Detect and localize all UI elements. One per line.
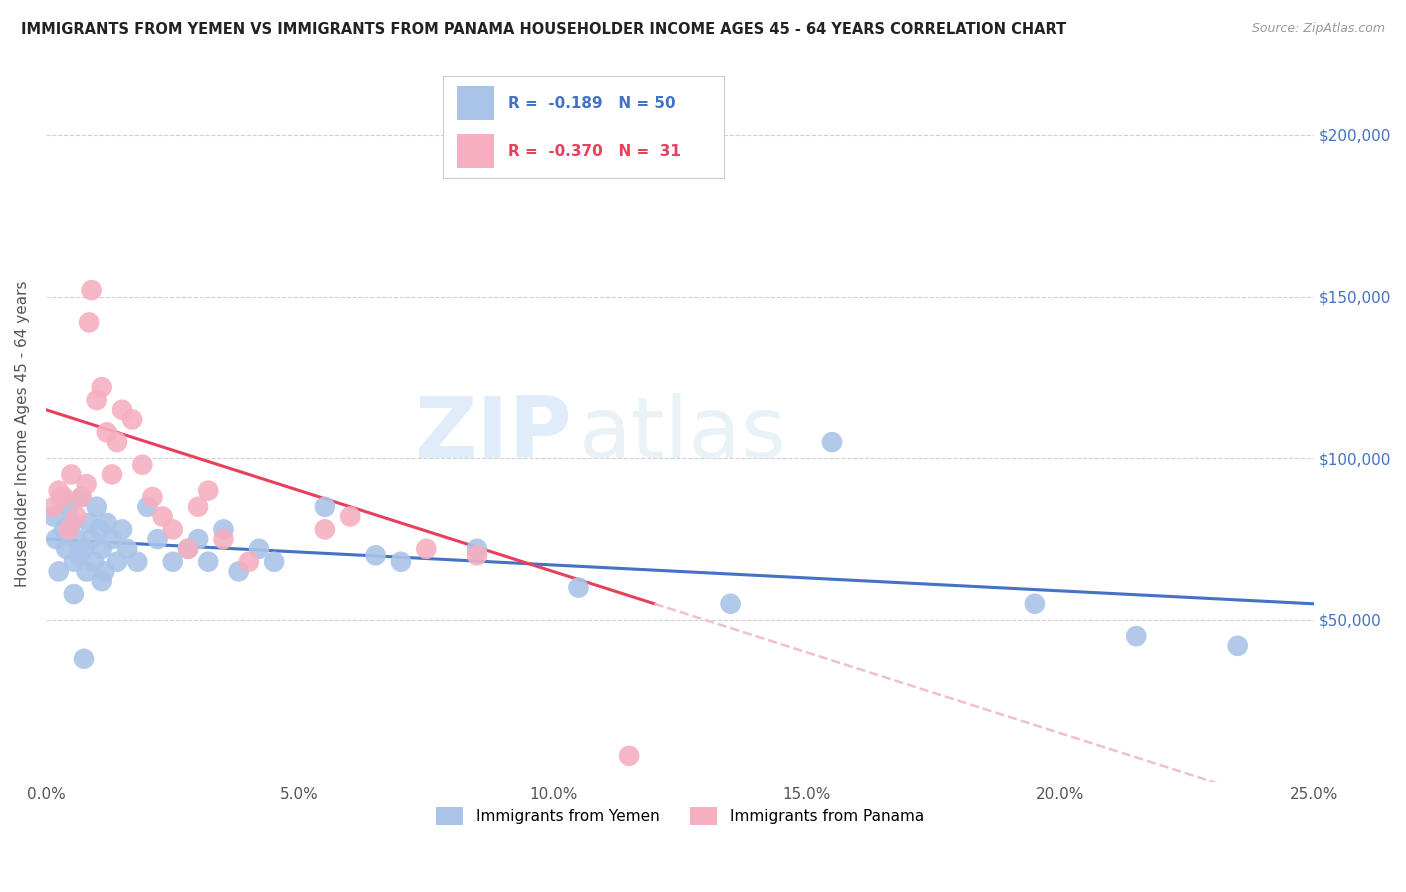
Point	[67, 549, 90, 563]
Y-axis label: Householder Income Ages 45 - 64 years: Householder Income Ages 45 - 64 years	[15, 281, 30, 587]
Point	[197, 483, 219, 498]
Point	[111, 402, 134, 417]
Point	[617, 748, 640, 763]
Point	[65, 532, 87, 546]
Point	[238, 555, 260, 569]
Point	[389, 555, 412, 569]
Point	[1024, 597, 1046, 611]
Point	[42, 500, 65, 514]
Point	[263, 555, 285, 569]
Point	[73, 652, 96, 666]
Point	[42, 509, 65, 524]
Point	[76, 477, 98, 491]
Point	[70, 490, 93, 504]
Point	[80, 532, 103, 546]
Point	[465, 541, 488, 556]
Point	[720, 597, 742, 611]
Point	[105, 435, 128, 450]
Point	[121, 412, 143, 426]
Point	[228, 565, 250, 579]
Point	[177, 541, 200, 556]
Point	[63, 587, 86, 601]
Point	[212, 523, 235, 537]
Point	[80, 283, 103, 297]
Point	[77, 516, 100, 530]
Point	[1125, 629, 1147, 643]
Text: ZIP: ZIP	[415, 392, 572, 475]
Text: atlas: atlas	[578, 392, 786, 475]
Point	[197, 555, 219, 569]
Point	[105, 555, 128, 569]
Point	[60, 467, 83, 482]
Point	[162, 555, 184, 569]
Bar	[457, 87, 494, 120]
Point	[152, 509, 174, 524]
Point	[86, 500, 108, 514]
Point	[247, 541, 270, 556]
Point	[141, 490, 163, 504]
Text: R =  -0.189   N = 50: R = -0.189 N = 50	[508, 95, 675, 111]
Point	[93, 565, 115, 579]
Point	[77, 315, 100, 329]
Point	[52, 490, 75, 504]
Point	[162, 523, 184, 537]
Point	[60, 516, 83, 530]
Point	[76, 565, 98, 579]
Point	[58, 500, 80, 514]
Point	[73, 541, 96, 556]
Point	[415, 541, 437, 556]
Point	[465, 549, 488, 563]
Point	[115, 541, 138, 556]
Point	[364, 549, 387, 563]
Point	[314, 523, 336, 537]
Point	[131, 458, 153, 472]
Point	[89, 523, 111, 537]
Legend: Immigrants from Yemen, Immigrants from Panama: Immigrants from Yemen, Immigrants from P…	[429, 799, 932, 833]
Point	[136, 500, 159, 514]
Point	[90, 574, 112, 589]
Point	[101, 467, 124, 482]
Text: IMMIGRANTS FROM YEMEN VS IMMIGRANTS FROM PANAMA HOUSEHOLDER INCOME AGES 45 - 64 : IMMIGRANTS FROM YEMEN VS IMMIGRANTS FROM…	[21, 22, 1066, 37]
Point	[52, 523, 75, 537]
Point	[90, 541, 112, 556]
Point	[101, 532, 124, 546]
Point	[86, 392, 108, 407]
Point	[146, 532, 169, 546]
Bar	[457, 135, 494, 168]
Point	[127, 555, 149, 569]
Point	[65, 509, 87, 524]
Point	[51, 490, 73, 504]
Point	[567, 581, 589, 595]
Point	[83, 555, 105, 569]
Point	[1226, 639, 1249, 653]
Point	[90, 380, 112, 394]
Point	[63, 555, 86, 569]
Point	[187, 532, 209, 546]
Point	[187, 500, 209, 514]
Point	[96, 516, 118, 530]
Point	[96, 425, 118, 440]
Point	[314, 500, 336, 514]
Point	[339, 509, 361, 524]
Point	[111, 523, 134, 537]
Point	[58, 523, 80, 537]
Point	[55, 541, 77, 556]
Text: Source: ZipAtlas.com: Source: ZipAtlas.com	[1251, 22, 1385, 36]
Point	[45, 532, 67, 546]
Text: R =  -0.370   N =  31: R = -0.370 N = 31	[508, 144, 681, 159]
Point	[48, 483, 70, 498]
Point	[70, 490, 93, 504]
Point	[212, 532, 235, 546]
Point	[177, 541, 200, 556]
Point	[48, 565, 70, 579]
Point	[821, 435, 844, 450]
